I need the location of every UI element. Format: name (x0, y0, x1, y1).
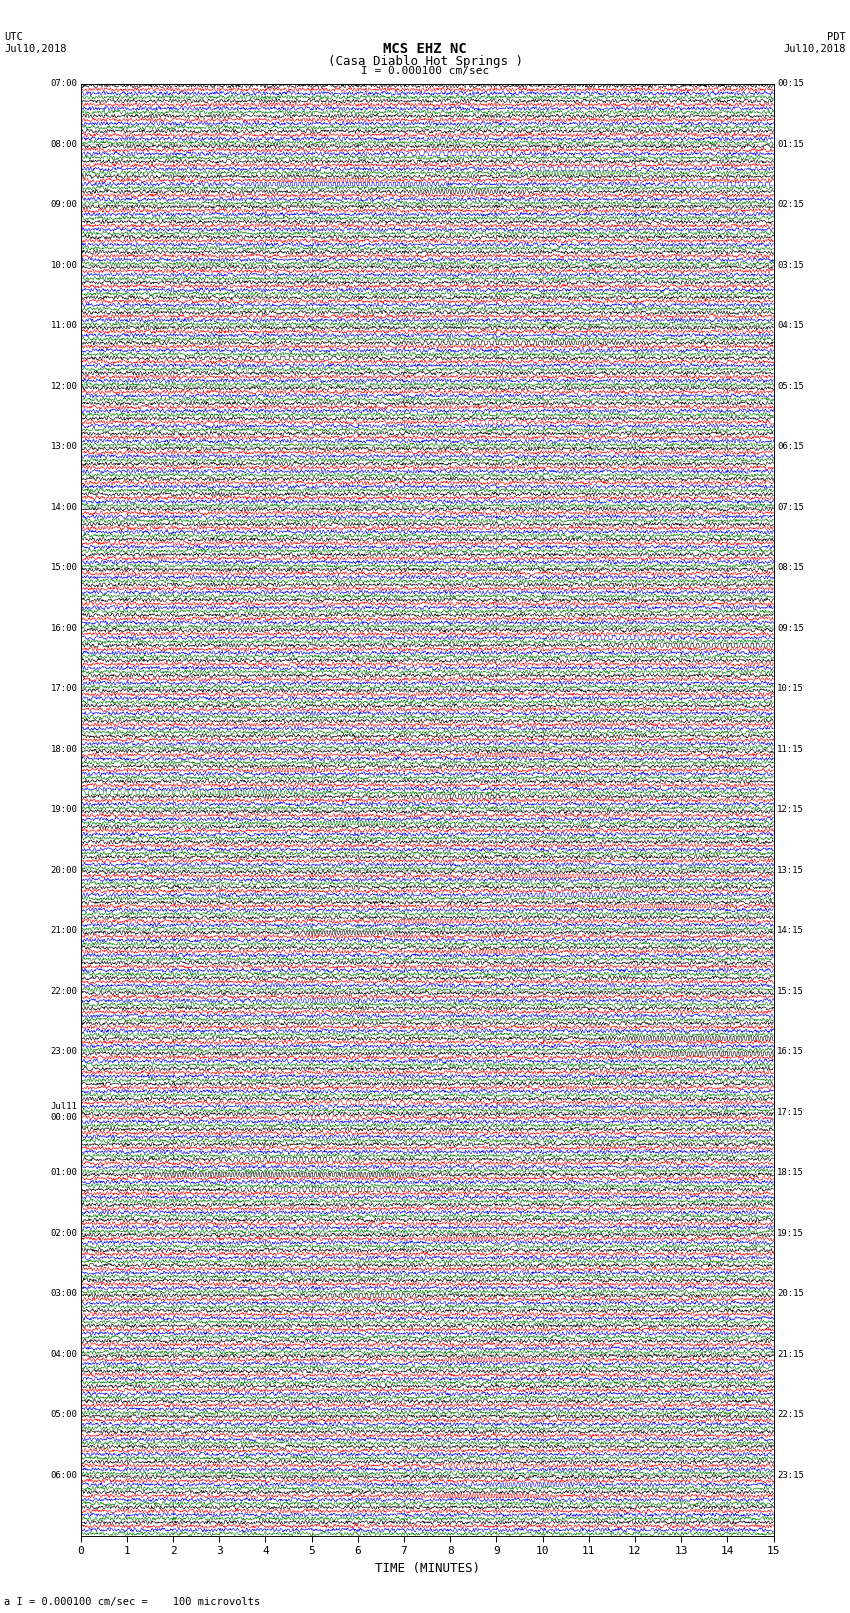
Text: 00:15: 00:15 (777, 79, 804, 89)
X-axis label: TIME (MINUTES): TIME (MINUTES) (375, 1561, 479, 1574)
Text: 05:15: 05:15 (777, 382, 804, 390)
Text: 23:00: 23:00 (50, 1047, 77, 1057)
Text: 12:00: 12:00 (50, 382, 77, 390)
Text: 04:00: 04:00 (50, 1350, 77, 1358)
Text: 13:00: 13:00 (50, 442, 77, 452)
Text: (Casa Diablo Hot Springs ): (Casa Diablo Hot Springs ) (327, 55, 523, 68)
Text: 13:15: 13:15 (777, 866, 804, 874)
Text: 04:15: 04:15 (777, 321, 804, 331)
Text: 21:00: 21:00 (50, 926, 77, 936)
Text: 14:15: 14:15 (777, 926, 804, 936)
Text: 09:15: 09:15 (777, 624, 804, 632)
Text: 22:00: 22:00 (50, 987, 77, 995)
Text: 19:15: 19:15 (777, 1229, 804, 1237)
Text: 05:00: 05:00 (50, 1410, 77, 1419)
Text: 03:00: 03:00 (50, 1289, 77, 1298)
Text: 10:15: 10:15 (777, 684, 804, 694)
Text: 07:15: 07:15 (777, 503, 804, 511)
Text: 23:15: 23:15 (777, 1471, 804, 1479)
Text: 11:15: 11:15 (777, 745, 804, 753)
Text: 02:00: 02:00 (50, 1229, 77, 1237)
Text: 17:15: 17:15 (777, 1108, 804, 1116)
Text: 08:15: 08:15 (777, 563, 804, 573)
Text: UTC
Jul10,2018: UTC Jul10,2018 (4, 32, 67, 53)
Text: 18:00: 18:00 (50, 745, 77, 753)
Text: 02:15: 02:15 (777, 200, 804, 210)
Text: 17:00: 17:00 (50, 684, 77, 694)
Text: 06:00: 06:00 (50, 1471, 77, 1479)
Text: 10:00: 10:00 (50, 261, 77, 269)
Text: 16:00: 16:00 (50, 624, 77, 632)
Text: a I = 0.000100 cm/sec =    100 microvolts: a I = 0.000100 cm/sec = 100 microvolts (4, 1597, 260, 1607)
Text: PDT
Jul10,2018: PDT Jul10,2018 (783, 32, 846, 53)
Text: Jul11
00:00: Jul11 00:00 (50, 1102, 77, 1123)
Text: 22:15: 22:15 (777, 1410, 804, 1419)
Text: 03:15: 03:15 (777, 261, 804, 269)
Text: 08:00: 08:00 (50, 140, 77, 148)
Text: I = 0.000100 cm/sec: I = 0.000100 cm/sec (361, 66, 489, 76)
Text: 15:15: 15:15 (777, 987, 804, 995)
Text: 19:00: 19:00 (50, 805, 77, 815)
Text: 16:15: 16:15 (777, 1047, 804, 1057)
Text: 09:00: 09:00 (50, 200, 77, 210)
Text: 18:15: 18:15 (777, 1168, 804, 1177)
Text: 20:00: 20:00 (50, 866, 77, 874)
Text: 12:15: 12:15 (777, 805, 804, 815)
Text: 21:15: 21:15 (777, 1350, 804, 1358)
Text: 01:00: 01:00 (50, 1168, 77, 1177)
Text: 14:00: 14:00 (50, 503, 77, 511)
Text: 01:15: 01:15 (777, 140, 804, 148)
Text: 07:00: 07:00 (50, 79, 77, 89)
Text: 06:15: 06:15 (777, 442, 804, 452)
Text: MCS EHZ NC: MCS EHZ NC (383, 42, 467, 56)
Text: 20:15: 20:15 (777, 1289, 804, 1298)
Text: 15:00: 15:00 (50, 563, 77, 573)
Text: 11:00: 11:00 (50, 321, 77, 331)
